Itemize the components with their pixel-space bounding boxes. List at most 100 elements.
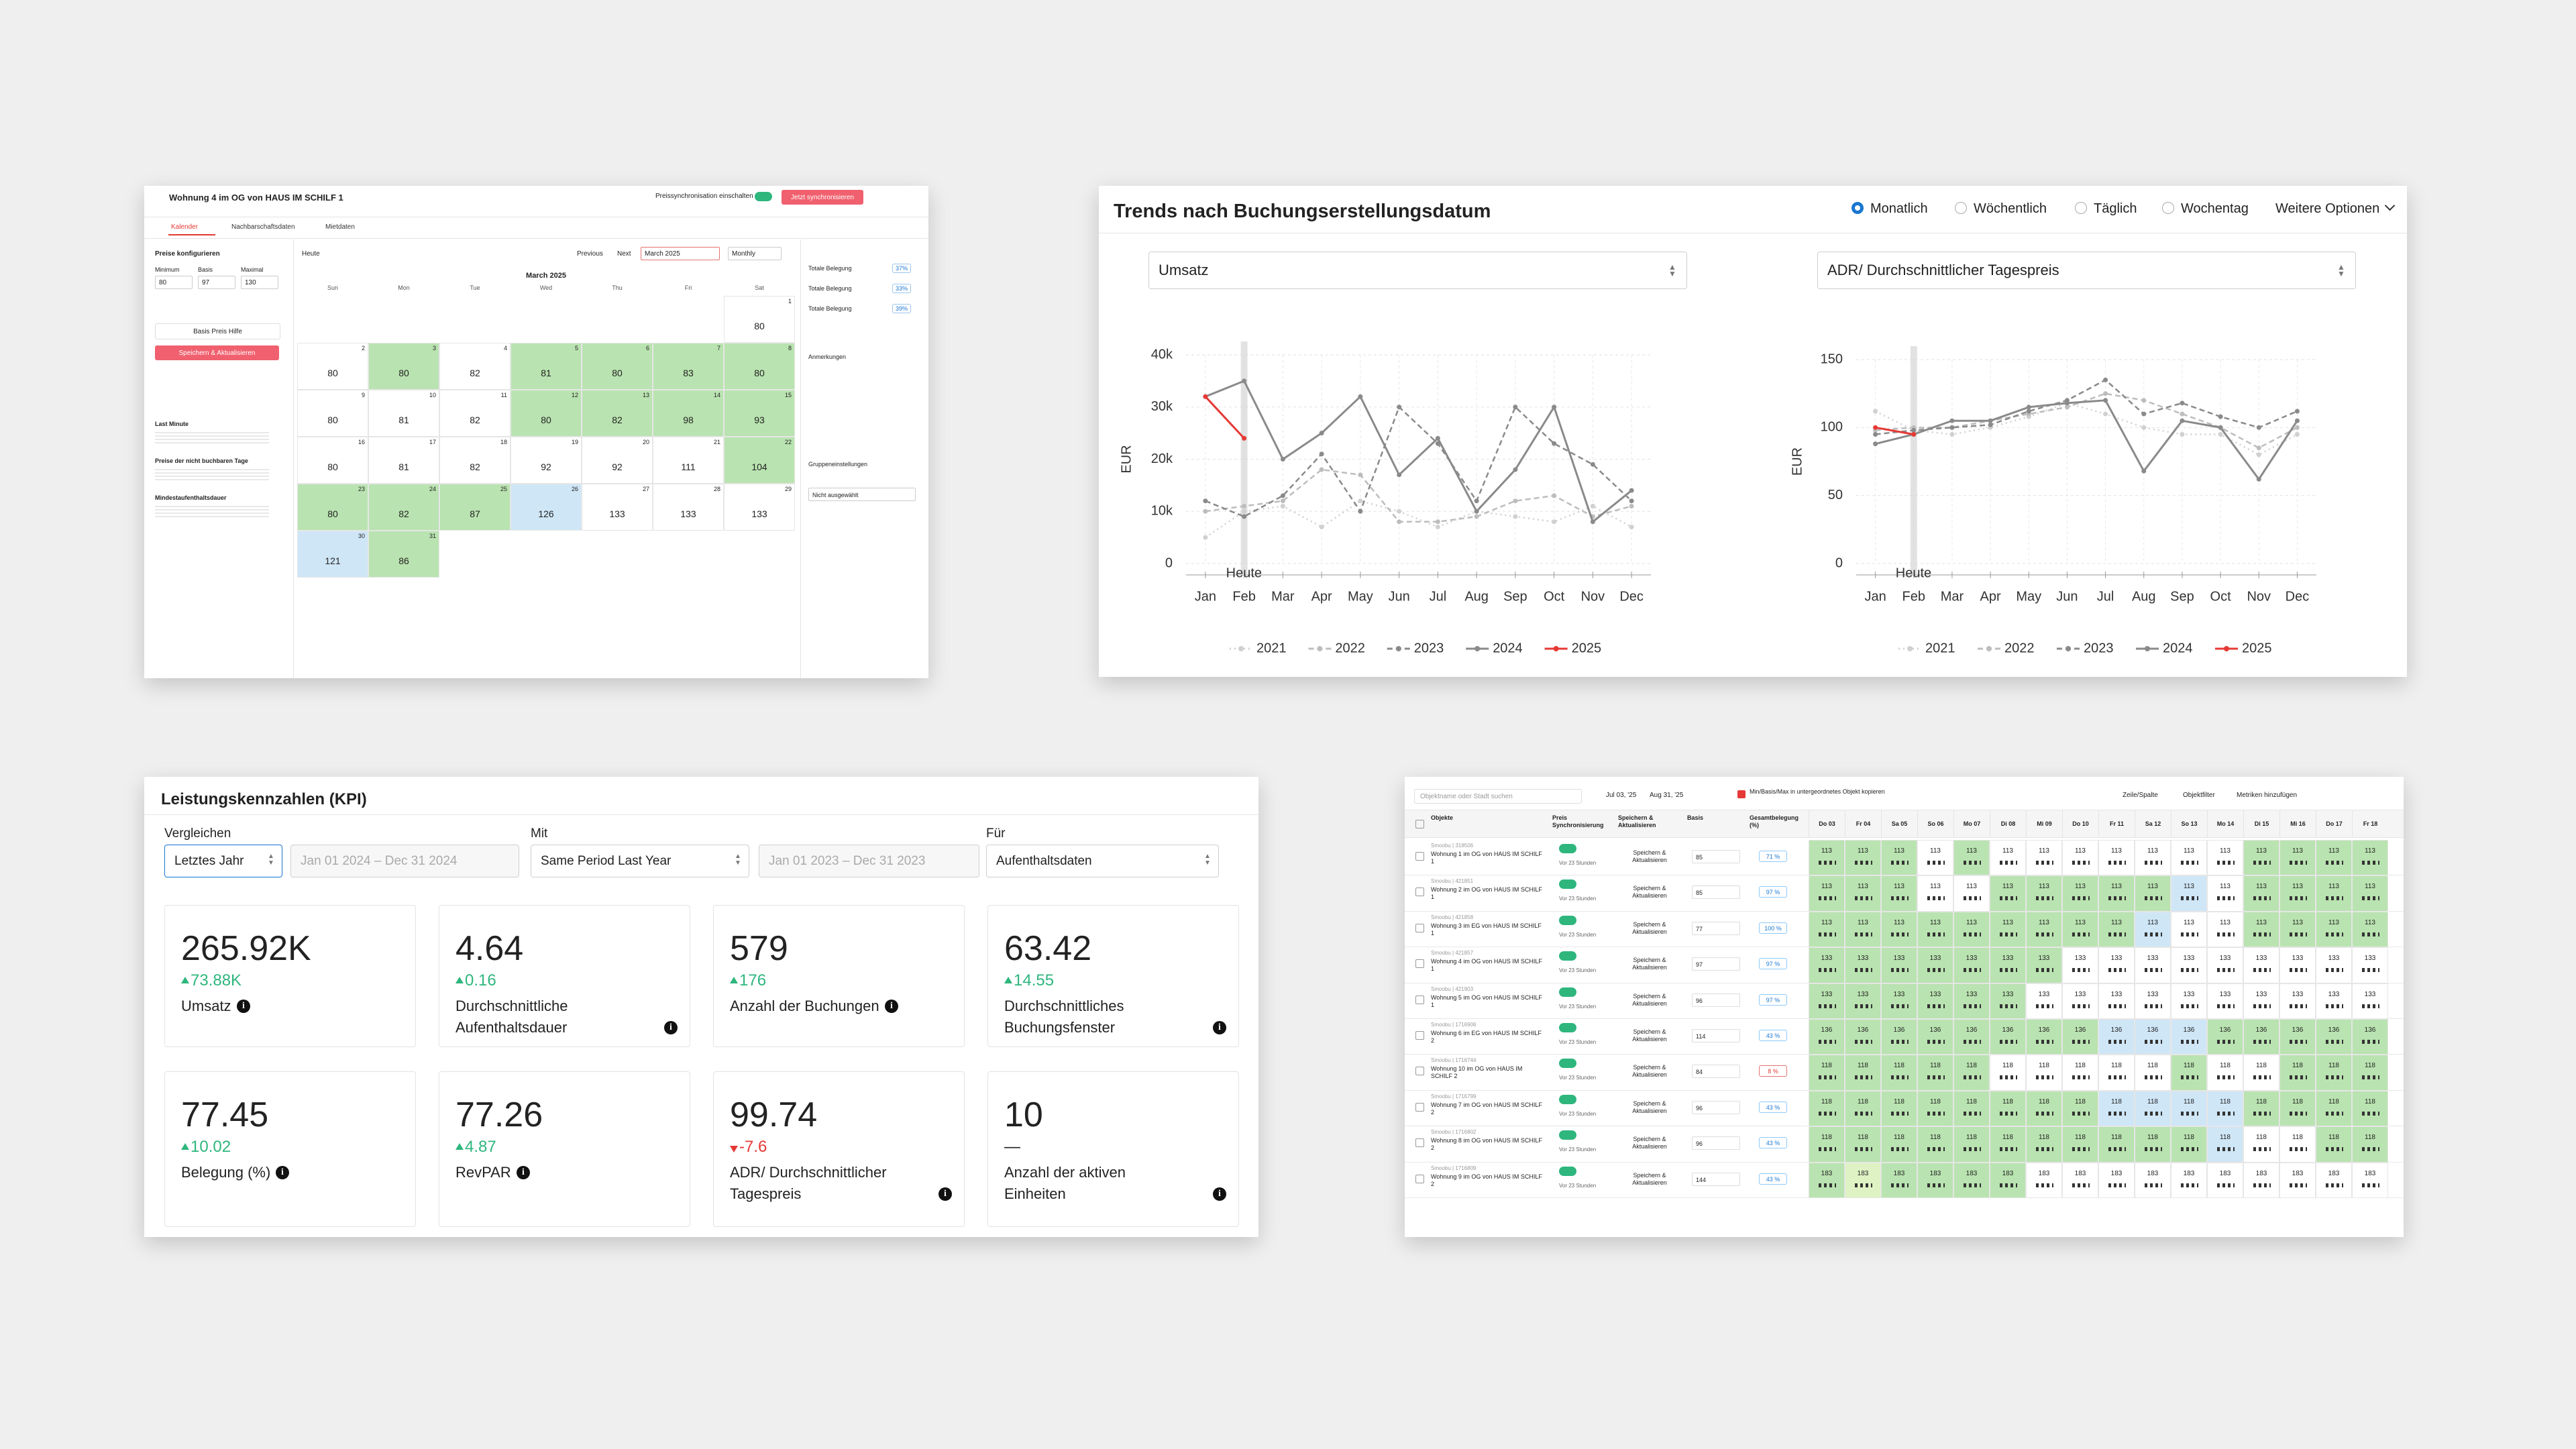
day-cell[interactable]: 10 81: [368, 390, 439, 437]
price-cell[interactable]: 113: [1881, 911, 1917, 948]
header-checkbox[interactable]: [1415, 820, 1424, 828]
filter-select[interactable]: Letztes Jahr: [164, 845, 282, 877]
price-cell[interactable]: 118: [2062, 1126, 2098, 1163]
radio-label[interactable]: Täglich: [2094, 201, 2137, 216]
price-cell[interactable]: 136: [1845, 1019, 1881, 1055]
price-cell[interactable]: 133: [2243, 983, 2279, 1019]
row-checkbox[interactable]: [1415, 1067, 1424, 1076]
price-cell[interactable]: 118: [2352, 1090, 2388, 1127]
price-cell[interactable]: 113: [2026, 840, 2062, 876]
price-cell[interactable]: 118: [2279, 1126, 2316, 1163]
view-select[interactable]: Monthly: [728, 247, 782, 260]
sync-toggle[interactable]: [1559, 1023, 1576, 1032]
day-cell[interactable]: 19 92: [511, 437, 582, 484]
price-cell[interactable]: 133: [2243, 947, 2279, 983]
price-cell[interactable]: 118: [2207, 1090, 2243, 1127]
info-icon[interactable]: i: [237, 1000, 250, 1013]
save-text[interactable]: Speichern & Aktualisieren: [1632, 1099, 1667, 1114]
save-text[interactable]: Speichern & Aktualisieren: [1632, 1028, 1667, 1042]
price-cell[interactable]: 113: [1809, 840, 1845, 876]
sync-toggle[interactable]: [1559, 844, 1576, 853]
save-text[interactable]: Speichern & Aktualisieren: [1632, 957, 1667, 971]
price-cell[interactable]: 133: [2316, 983, 2352, 1019]
price-cell[interactable]: 136: [1809, 1019, 1845, 1055]
price-cell[interactable]: 118: [2135, 1090, 2171, 1127]
price-cell[interactable]: 133: [2098, 983, 2135, 1019]
price-cell[interactable]: 183: [1845, 1162, 1881, 1198]
tool-button[interactable]: Metriken hinzufügen: [2237, 792, 2298, 799]
price-cell[interactable]: 136: [2026, 1019, 2062, 1055]
price-cell[interactable]: 113: [2135, 840, 2171, 876]
listing-name[interactable]: Wohnung 4 im OG von HAUS IM SCHILF 1: [1431, 958, 1542, 973]
save-text[interactable]: Speichern & Aktualisieren: [1632, 1064, 1667, 1079]
price-cell[interactable]: 133: [1953, 983, 1990, 1019]
day-cell[interactable]: 28 133: [653, 484, 724, 531]
price-cell[interactable]: 118: [1845, 1055, 1881, 1091]
day-cell[interactable]: 15 93: [724, 390, 795, 437]
price-cell[interactable]: 113: [1881, 840, 1917, 876]
date-from[interactable]: Jul 03, '25: [1606, 792, 1637, 799]
price-cell[interactable]: 183: [2243, 1162, 2279, 1198]
save-text[interactable]: Speichern & Aktualisieren: [1632, 992, 1667, 1007]
price-cell[interactable]: 133: [1990, 983, 2026, 1019]
price-cell[interactable]: 113: [2207, 875, 2243, 912]
price-cell[interactable]: 183: [1917, 1162, 1953, 1198]
price-cell[interactable]: 113: [2171, 875, 2207, 912]
price-cell[interactable]: 118: [1990, 1090, 2026, 1127]
day-cell[interactable]: 14 98: [653, 390, 724, 437]
date-to[interactable]: Aug 31, '25: [1650, 792, 1684, 799]
price-cell[interactable]: 183: [2026, 1162, 2062, 1198]
price-input[interactable]: 130: [241, 276, 278, 289]
price-cell[interactable]: 113: [2352, 911, 2388, 948]
price-cell[interactable]: 118: [1881, 1126, 1917, 1163]
price-cell[interactable]: 133: [2207, 947, 2243, 983]
price-cell[interactable]: 118: [2171, 1090, 2207, 1127]
basis-input[interactable]: 97: [1692, 957, 1740, 971]
info-icon[interactable]: i: [1213, 1187, 1226, 1201]
basis-input[interactable]: 85: [1692, 885, 1740, 900]
save-text[interactable]: Speichern & Aktualisieren: [1632, 1136, 1667, 1150]
price-cell[interactable]: 113: [2062, 840, 2098, 876]
price-cell[interactable]: 183: [2171, 1162, 2207, 1198]
day-cell[interactable]: 30 121: [297, 531, 368, 578]
price-cell[interactable]: 113: [2316, 840, 2352, 876]
info-icon[interactable]: i: [517, 1166, 530, 1179]
tab[interactable]: Nachbarschaftsdaten: [231, 223, 295, 231]
price-cell[interactable]: 136: [2171, 1019, 2207, 1055]
price-cell[interactable]: 118: [1845, 1126, 1881, 1163]
basis-input[interactable]: 85: [1692, 850, 1740, 863]
listing-name[interactable]: Wohnung 1 im OG von HAUS IM SCHILF 1: [1431, 851, 1542, 865]
price-cell[interactable]: 133: [2062, 947, 2098, 983]
info-icon[interactable]: i: [276, 1166, 289, 1179]
filter-select[interactable]: Aufenthaltsdaten: [986, 845, 1219, 877]
price-cell[interactable]: 183: [1881, 1162, 1917, 1198]
listing-name[interactable]: Wohnung 3 im EG von HAUS IM SCHILF 1: [1431, 922, 1542, 936]
sync-toggle[interactable]: [1559, 1059, 1576, 1069]
price-cell[interactable]: 133: [1809, 947, 1845, 983]
day-cell[interactable]: 17 81: [368, 437, 439, 484]
price-cell[interactable]: 183: [2135, 1162, 2171, 1198]
price-cell[interactable]: 118: [2062, 1055, 2098, 1091]
price-cell[interactable]: 136: [2316, 1019, 2352, 1055]
day-cell[interactable]: 23 80: [297, 484, 368, 531]
price-cell[interactable]: 133: [1917, 947, 1953, 983]
day-cell[interactable]: 25 87: [439, 484, 511, 531]
price-cell[interactable]: 113: [2243, 875, 2279, 912]
row-checkbox[interactable]: [1415, 959, 1424, 969]
day-cell[interactable]: 27 133: [582, 484, 653, 531]
price-cell[interactable]: 113: [2062, 875, 2098, 912]
price-cell[interactable]: 113: [2098, 911, 2135, 948]
day-cell[interactable]: 24 82: [368, 484, 439, 531]
price-cell[interactable]: 113: [2171, 840, 2207, 876]
row-checkbox[interactable]: [1415, 1174, 1424, 1183]
price-cell[interactable]: 136: [2098, 1019, 2135, 1055]
price-cell[interactable]: 136: [1990, 1019, 2026, 1055]
price-cell[interactable]: 118: [2316, 1055, 2352, 1091]
price-cell[interactable]: 113: [2316, 875, 2352, 912]
price-cell[interactable]: 118: [2026, 1126, 2062, 1163]
price-cell[interactable]: 113: [2098, 840, 2135, 876]
price-cell[interactable]: 118: [2171, 1055, 2207, 1091]
price-cell[interactable]: 118: [2135, 1126, 2171, 1163]
price-cell[interactable]: 118: [1990, 1126, 2026, 1163]
group-select[interactable]: Nicht ausgewählt: [808, 488, 916, 501]
